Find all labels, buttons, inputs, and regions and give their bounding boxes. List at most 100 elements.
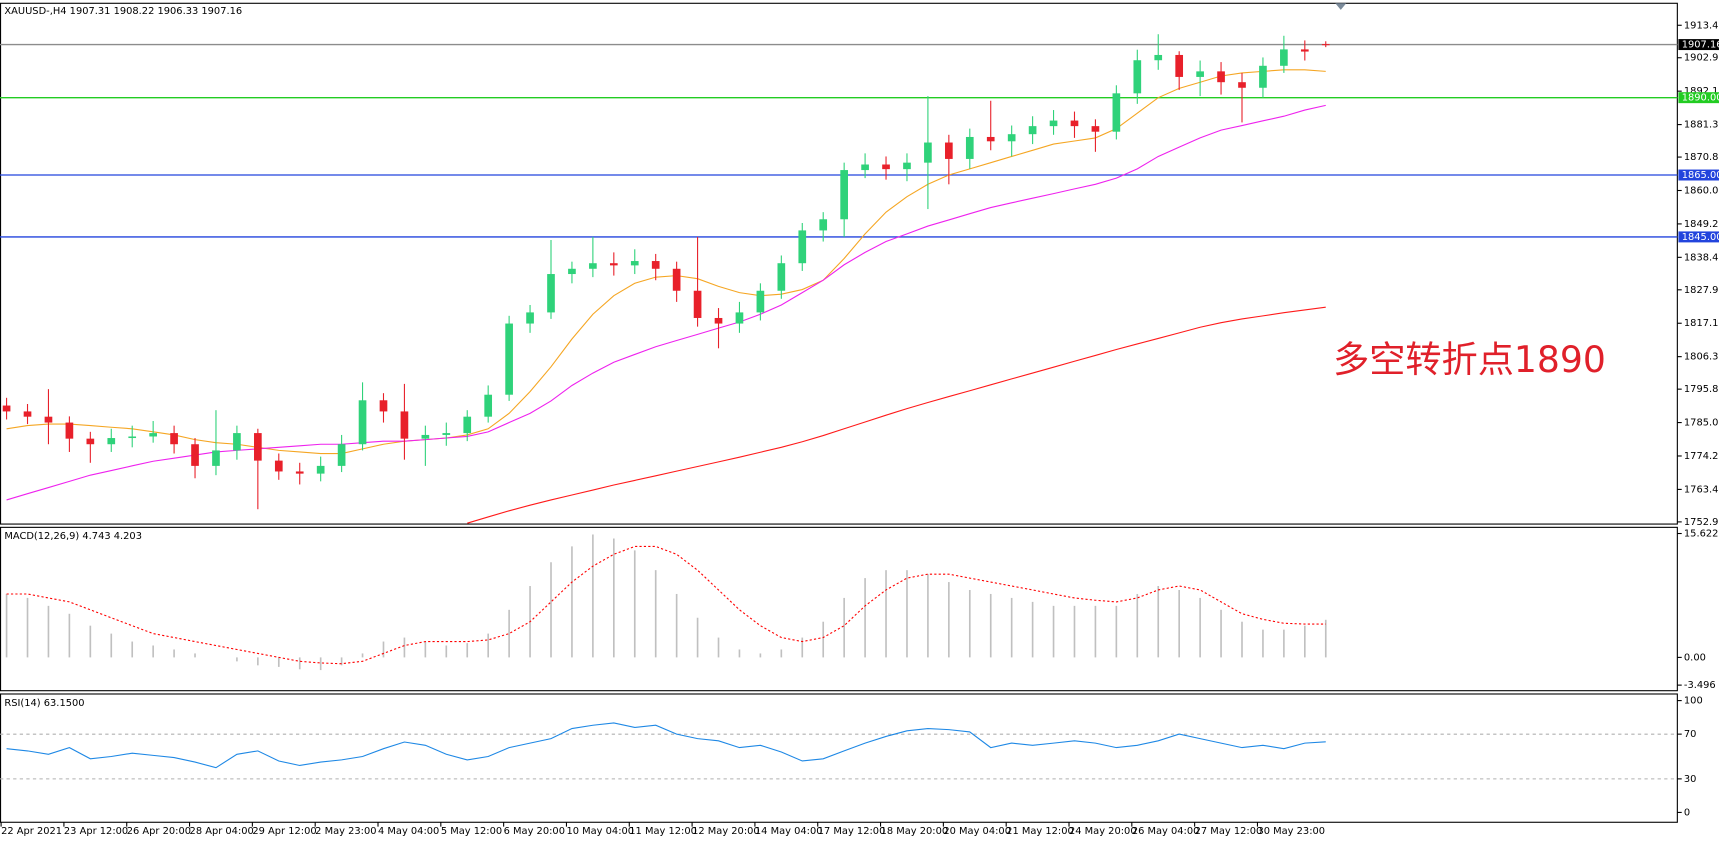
price-label-box bbox=[1678, 231, 1719, 243]
candle-body bbox=[1154, 54, 1163, 61]
candle-body bbox=[463, 416, 472, 434]
candle-body bbox=[965, 136, 974, 159]
candle-body bbox=[442, 433, 451, 435]
candle-body bbox=[882, 164, 890, 170]
candle-body bbox=[400, 411, 409, 439]
y-tick-label: 1763.40 bbox=[1684, 484, 1719, 495]
x-tick-label: 20 May 04:00 bbox=[943, 826, 1011, 837]
y-tick-label: 1785.00 bbox=[1684, 418, 1719, 429]
candle-body bbox=[254, 433, 262, 461]
x-tick-label: 22 Apr 2021 bbox=[1, 826, 62, 837]
candle-body bbox=[924, 142, 932, 163]
y-tick-label: 1774.20 bbox=[1684, 451, 1719, 462]
x-tick-label: 11 May 12:00 bbox=[629, 826, 697, 837]
candle-body bbox=[1217, 71, 1225, 83]
candle-body bbox=[86, 438, 95, 445]
candle-body bbox=[714, 317, 723, 324]
candle-body bbox=[1259, 65, 1267, 88]
macd-title: MACD(12,26,9) 4.743 4.203 bbox=[4, 531, 142, 542]
x-tick-label: 27 May 12:00 bbox=[1195, 826, 1263, 837]
candle-body bbox=[358, 400, 367, 445]
x-tick-label: 23 Apr 12:00 bbox=[64, 826, 128, 837]
candle-body bbox=[1091, 126, 1100, 132]
y-tick-label: -3.496 bbox=[1684, 680, 1716, 691]
rsi-title: RSI(14) 63.1500 bbox=[4, 698, 84, 709]
price-label-box bbox=[1678, 39, 1719, 51]
candle-body bbox=[191, 444, 199, 466]
candle-body bbox=[484, 394, 493, 417]
candle-body bbox=[274, 460, 283, 472]
pane-frame bbox=[0, 2, 1678, 525]
candle-body bbox=[1280, 49, 1288, 66]
x-tick-label: 4 May 04:00 bbox=[378, 826, 439, 837]
pane-frame bbox=[0, 526, 1678, 692]
y-tick-label: 70 bbox=[1684, 729, 1697, 740]
y-tick-label: 1860.00 bbox=[1684, 185, 1719, 196]
candle-body bbox=[547, 274, 555, 313]
candle-body bbox=[421, 434, 430, 439]
candle-body bbox=[568, 268, 576, 275]
candle-body bbox=[233, 433, 241, 451]
price-label-box bbox=[1678, 169, 1719, 181]
candle-body bbox=[128, 436, 137, 439]
y-tick-label: 1892.10 bbox=[1684, 86, 1719, 97]
candle-body bbox=[672, 268, 681, 291]
y-tick-label: 1870.80 bbox=[1684, 152, 1719, 163]
x-tick-label: 10 May 04:00 bbox=[566, 826, 634, 837]
price-label-box bbox=[1678, 92, 1719, 104]
x-tick-label: 21 May 12:00 bbox=[1006, 826, 1074, 837]
y-tick-label: 1795.80 bbox=[1684, 384, 1719, 395]
x-tick-label: 6 May 20:00 bbox=[504, 826, 565, 837]
candle-body bbox=[1049, 120, 1058, 127]
main-title: XAUUSD-,H4 1907.31 1908.22 1906.33 1907.… bbox=[4, 6, 242, 17]
candle-body bbox=[337, 444, 346, 466]
candle-body bbox=[630, 261, 639, 266]
price-label: 1845.00 bbox=[1682, 232, 1719, 243]
pane-frame bbox=[0, 693, 1678, 823]
x-tick-label: 30 May 23:00 bbox=[1257, 826, 1325, 837]
candle-body bbox=[693, 290, 702, 318]
candle-body bbox=[819, 219, 828, 231]
x-tick-label: 28 Apr 04:00 bbox=[190, 826, 254, 837]
indicator-line bbox=[6, 722, 1326, 769]
candle-body bbox=[316, 465, 325, 474]
candle-body bbox=[23, 411, 32, 417]
indicator-line bbox=[6, 104, 1326, 501]
candle-body bbox=[1007, 134, 1016, 142]
y-tick-label: 100 bbox=[1684, 696, 1703, 707]
x-tick-label: 5 May 12:00 bbox=[441, 826, 502, 837]
candle-body bbox=[1070, 120, 1079, 127]
candle-body bbox=[149, 433, 157, 437]
indicator-line bbox=[6, 69, 1326, 455]
candle-body bbox=[861, 164, 869, 171]
y-tick-label: 1838.40 bbox=[1684, 252, 1719, 263]
candle-body bbox=[505, 323, 513, 395]
y-tick-label: 1806.30 bbox=[1684, 352, 1719, 363]
candle-body bbox=[379, 400, 388, 412]
candle-body bbox=[1112, 93, 1121, 132]
candle-body bbox=[589, 263, 597, 269]
x-tick-label: 26 Apr 20:00 bbox=[127, 826, 191, 837]
y-tick-label: 1881.30 bbox=[1684, 120, 1719, 131]
x-tick-label: 2 May 23:00 bbox=[315, 826, 376, 837]
price-label: 1865.00 bbox=[1682, 170, 1719, 181]
x-tick-label: 29 Apr 12:00 bbox=[252, 826, 316, 837]
candle-body bbox=[1196, 71, 1204, 77]
candle-body bbox=[1133, 60, 1142, 94]
candle-body bbox=[1028, 126, 1037, 135]
candle-body bbox=[1300, 49, 1309, 52]
candle-body bbox=[65, 422, 74, 439]
candle-body bbox=[1238, 82, 1246, 88]
annotation: 多空转折点1890 bbox=[1333, 338, 1606, 381]
plot: 1913.40 1902.90 1892.10 1881.30 1870.80 1860.… bbox=[0, 20, 1719, 837]
y-tick-label: 1752.90 bbox=[1684, 517, 1719, 528]
x-tick-label: 26 May 04:00 bbox=[1132, 826, 1200, 837]
candle-body bbox=[798, 230, 807, 264]
y-tick-label: 1849.20 bbox=[1684, 219, 1719, 230]
y-tick-label: 0 bbox=[1684, 807, 1690, 818]
price-label: 1890.00 bbox=[1682, 93, 1719, 104]
candle-body bbox=[777, 263, 786, 291]
